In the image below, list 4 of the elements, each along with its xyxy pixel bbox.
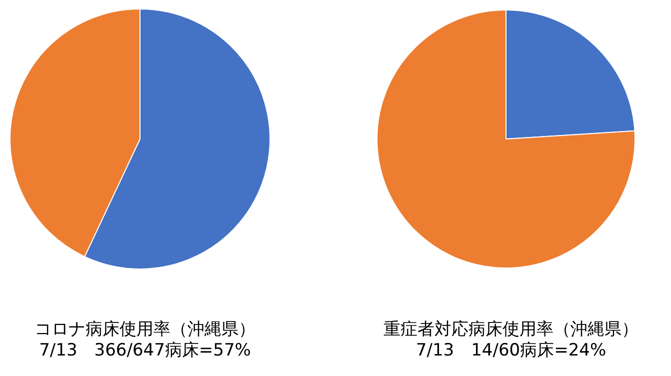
text: 7/13 14/60病床=24% [416, 340, 606, 360]
text: 7/13 366/647病床=57% [39, 340, 251, 360]
text: 重症者対応病床使用率（沖縄県） [384, 320, 638, 340]
text: コロナ病床使用率（沖縄県） [34, 320, 256, 340]
